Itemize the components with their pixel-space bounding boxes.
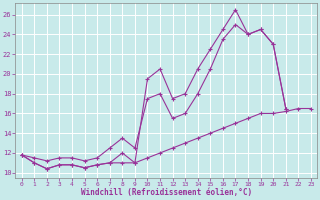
X-axis label: Windchill (Refroidissement éolien,°C): Windchill (Refroidissement éolien,°C): [81, 188, 252, 197]
